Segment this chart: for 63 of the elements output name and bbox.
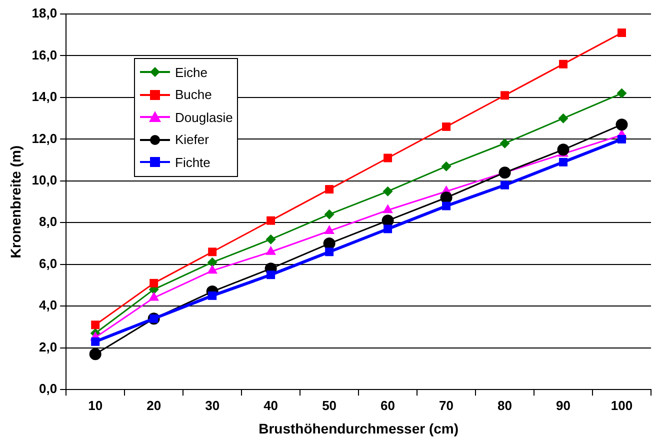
y-tick-label: 16,0 — [32, 47, 58, 62]
x-tick-label: 70 — [439, 398, 454, 413]
point — [207, 257, 218, 268]
y-tick-label: 0,0 — [39, 381, 58, 396]
point — [148, 292, 160, 301]
y-tick-label: 6,0 — [39, 256, 58, 271]
point — [382, 204, 393, 214]
point — [442, 202, 451, 210]
point — [559, 158, 568, 166]
y-tick-label: 2,0 — [39, 339, 58, 354]
point — [207, 264, 218, 274]
y-tick-label: 18,0 — [32, 6, 58, 21]
x-tick-label: 90 — [556, 398, 570, 413]
point — [616, 118, 628, 131]
y-tick-label: 12,0 — [32, 130, 58, 146]
x-tick-label: 100 — [610, 398, 633, 413]
point — [266, 270, 276, 280]
point — [91, 320, 100, 330]
x-tick-label: 20 — [146, 398, 162, 413]
point — [559, 60, 568, 68]
point — [382, 186, 393, 196]
x-tick-label: 60 — [380, 398, 396, 413]
point — [557, 144, 570, 156]
point — [558, 113, 568, 124]
point — [324, 209, 334, 220]
y-tick-label: 14,0 — [32, 89, 58, 104]
legend-label: Kiefer — [175, 132, 209, 148]
y-axis-title: Kronenbreite (m) — [7, 145, 24, 258]
point — [618, 134, 626, 144]
point — [208, 248, 217, 256]
point — [441, 161, 452, 172]
point — [500, 138, 510, 148]
point — [150, 278, 158, 288]
point — [89, 348, 102, 360]
legend-label: Fichte — [175, 154, 210, 170]
point — [618, 28, 626, 38]
point — [442, 122, 451, 131]
legend-label: Buche — [175, 87, 212, 102]
point — [324, 225, 334, 234]
point — [266, 246, 276, 255]
point — [266, 216, 276, 225]
point — [616, 88, 627, 98]
x-tick-label: 30 — [205, 398, 220, 413]
legend-label: Eiche — [175, 64, 208, 80]
x-tick-label: 80 — [498, 398, 512, 413]
x-tick-label: 10 — [88, 398, 103, 413]
y-tick-label: 8,0 — [39, 214, 58, 230]
point — [325, 248, 334, 256]
point — [91, 337, 100, 346]
x-tick-label: 40 — [264, 398, 278, 413]
point — [384, 224, 392, 234]
x-axis-title: Brusthöhendurchmesser (cm) — [258, 420, 459, 436]
point — [208, 291, 217, 300]
x-tick-label: 50 — [322, 398, 337, 413]
point — [384, 154, 392, 162]
y-tick-label: 10,0 — [32, 172, 58, 188]
y-tick-label: 4,0 — [39, 298, 58, 313]
point — [498, 166, 511, 179]
legend-label: Douglasie — [175, 110, 233, 125]
point — [325, 185, 334, 194]
point — [266, 234, 276, 244]
point — [500, 91, 510, 100]
point — [500, 180, 510, 190]
